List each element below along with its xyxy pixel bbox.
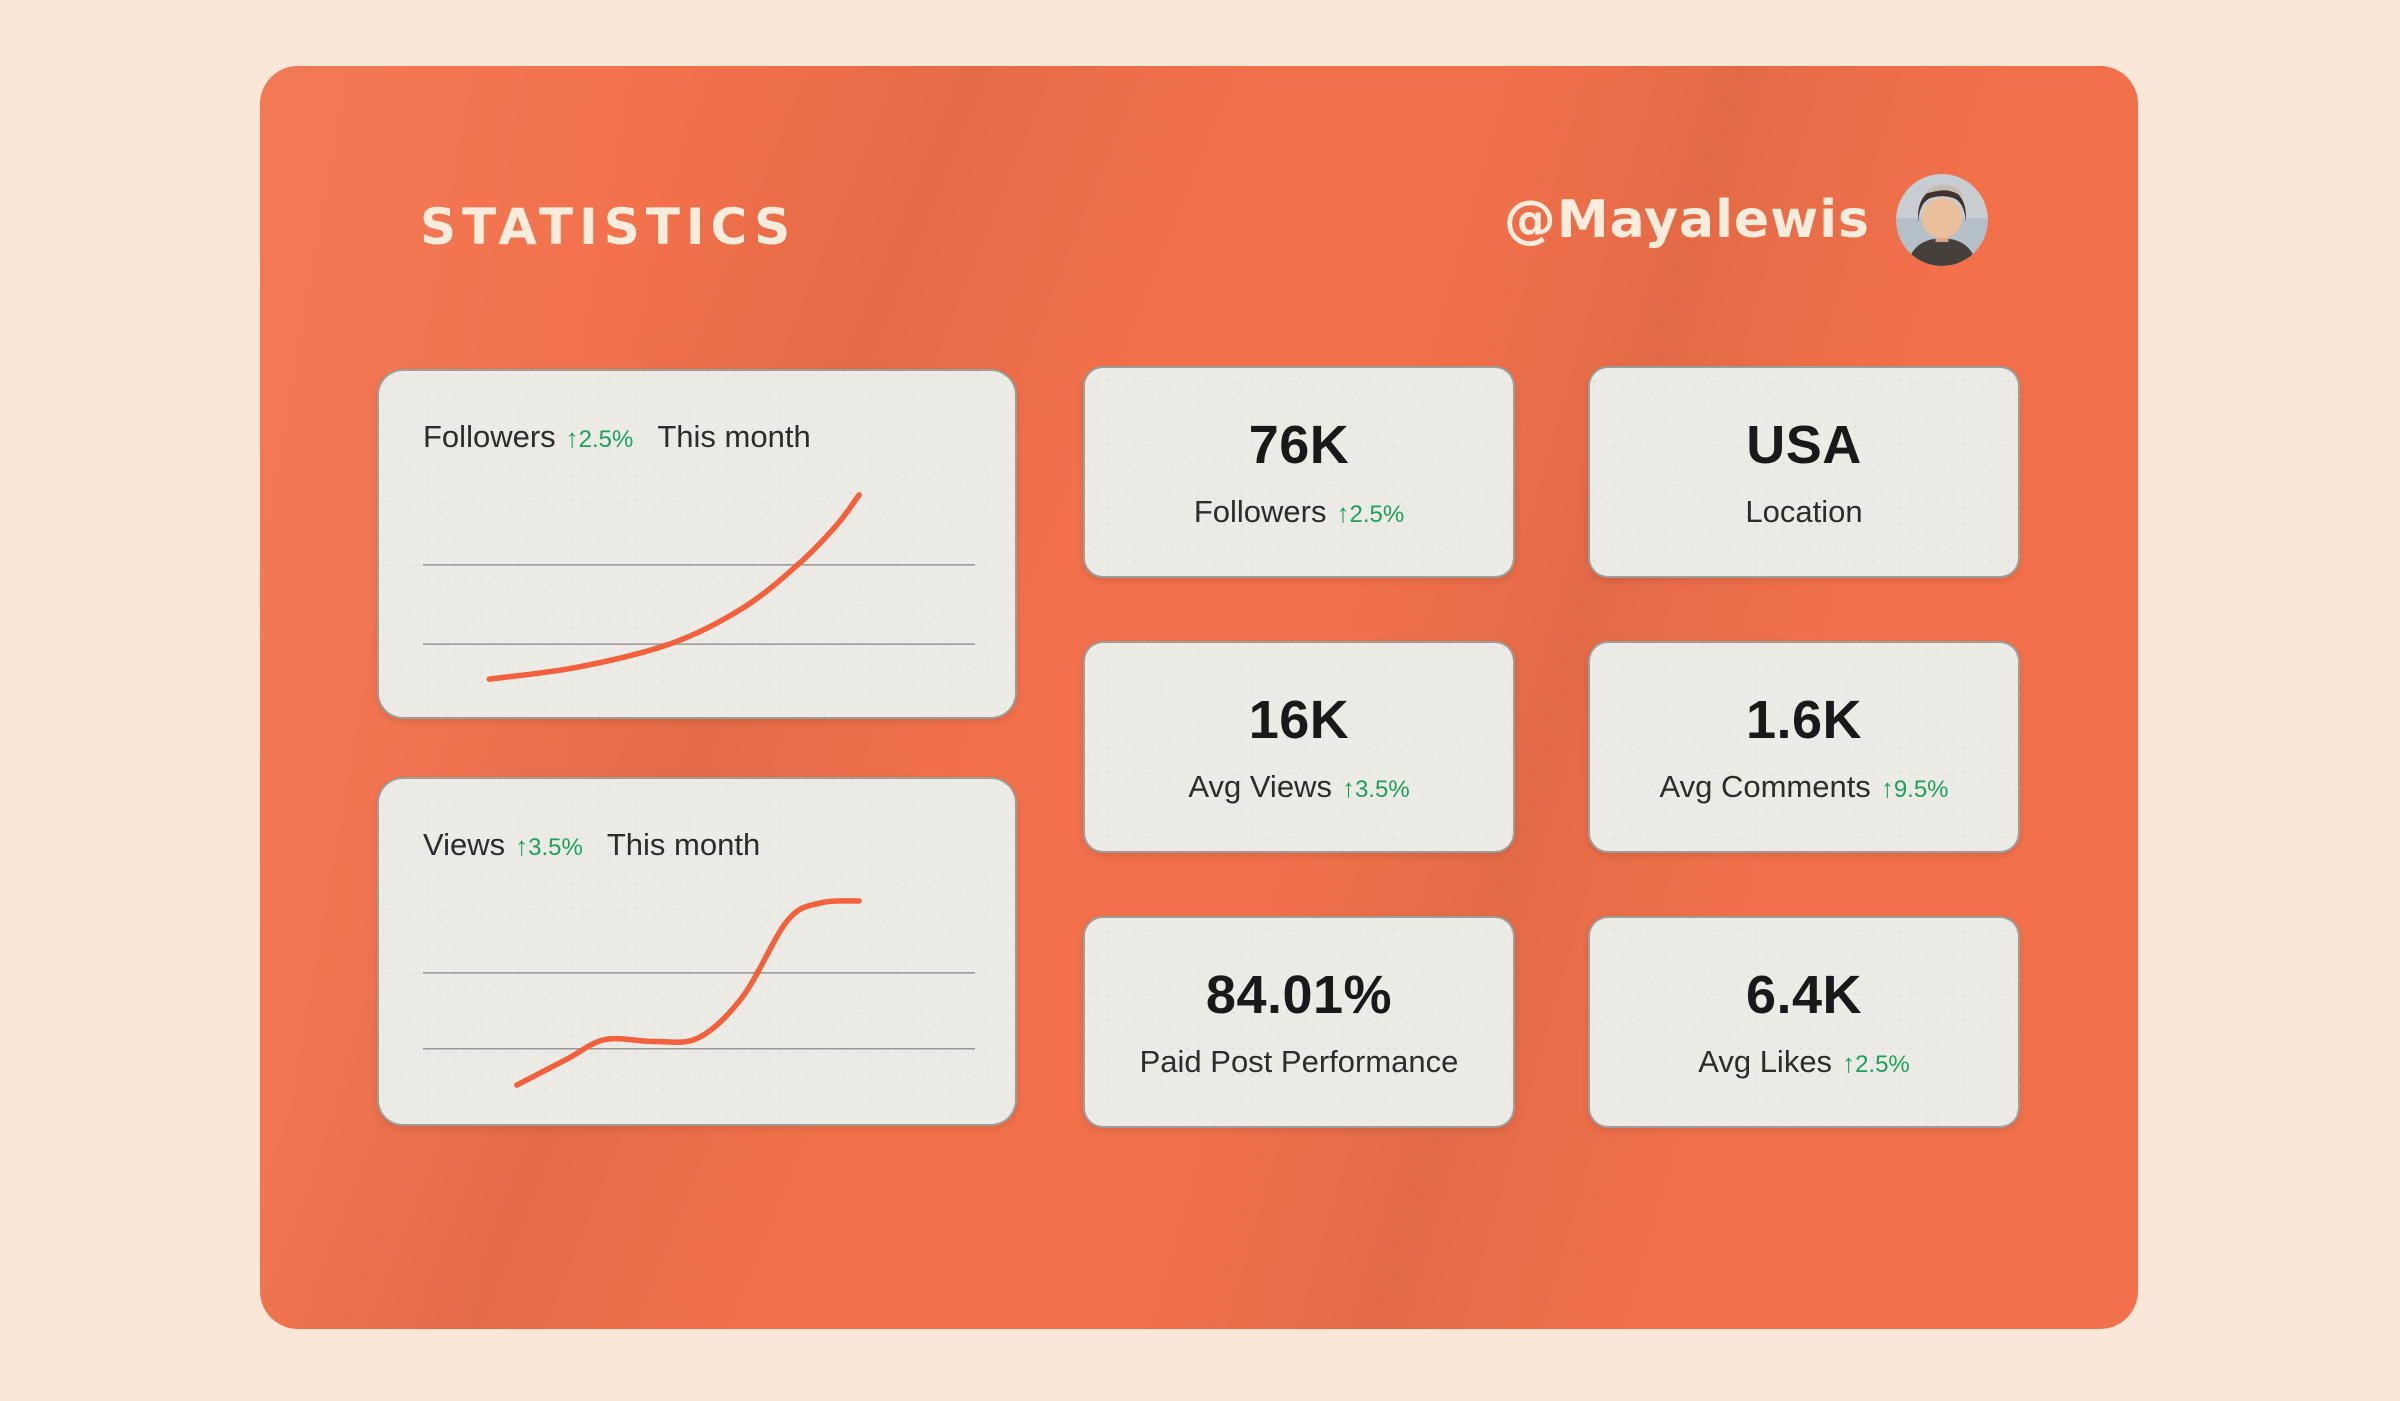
avatar-photo-icon [1896,174,1988,266]
up-arrow-icon: ↑ [1336,498,1350,528]
stat-label: Location [1745,494,1863,529]
chart-period: This month [606,827,761,862]
page-title: STATISTICS [420,198,797,256]
followers-chart-card: Followers ↑2.5% This month [377,369,1017,719]
chart-period: This month [657,419,811,454]
dashboard-panel: STATISTICS @Mayalewis Followers ↑2.5% [260,66,2138,1329]
stat-label: Followers [1193,494,1327,529]
stat-card-avg-comments: 1.6K Avg Comments ↑9.5% [1588,641,2020,853]
stat-delta-value: 2.5% [1349,501,1405,528]
stat-label: Avg Views [1188,769,1332,804]
stat-card-followers: 76K Followers ↑2.5% [1083,366,1515,578]
followers-line-chart [423,489,975,687]
stat-value: 1.6K [1745,690,1863,750]
stat-card-paid-post-performance: 84.01% Paid Post Performance [1083,916,1515,1128]
up-arrow-icon: ↑ [1842,1048,1856,1078]
chart-delta-value: 3.5% [528,834,583,861]
stat-value: 76K [1248,415,1350,475]
chart-header: Followers ↑2.5% This month [423,419,985,455]
chart-label: Followers [423,419,556,454]
stat-value: 16K [1248,690,1350,750]
user-handle: @Mayalewis [1503,190,1870,250]
avatar[interactable] [1896,174,1988,266]
stat-delta: ↑3.5% [1342,773,1410,804]
chart-line [517,901,859,1085]
stat-delta-value: 2.5% [1855,1051,1910,1078]
stat-label: Paid Post Performance [1139,1044,1459,1079]
stat-card-location: USA Location [1588,366,2020,578]
views-chart-card: Views ↑3.5% This month [377,777,1017,1126]
views-line-chart [423,897,975,1095]
up-arrow-icon: ↑ [1341,773,1355,803]
up-arrow-icon: ↑ [1880,773,1894,803]
chart-delta: ↑3.5% [515,831,583,862]
chart-delta-value: 2.5% [578,426,634,453]
stat-card-avg-likes: 6.4K Avg Likes ↑2.5% [1588,916,2020,1128]
stat-delta-value: 9.5% [1893,776,1949,803]
stat-value: 6.4K [1745,965,1863,1025]
chart-delta: ↑2.5% [566,423,634,454]
stats-grid: 76K Followers ↑2.5% USA Location 16K Avg… [1083,366,2020,1128]
stat-delta: ↑2.5% [1336,498,1404,529]
chart-label: Views [423,827,506,862]
stat-value: USA [1746,415,1862,475]
chart-header: Views ↑3.5% This month [423,827,985,863]
stat-delta: ↑9.5% [1881,773,1949,804]
chart-line [489,495,859,679]
stat-label: Avg Likes [1698,1044,1833,1079]
stat-delta-value: 3.5% [1354,776,1410,803]
stat-card-avg-views: 16K Avg Views ↑3.5% [1083,641,1515,853]
stat-label: Avg Comments [1659,769,1871,804]
stat-value: 84.01% [1205,965,1393,1025]
up-arrow-icon: ↑ [515,831,529,861]
stat-delta: ↑2.5% [1842,1048,1910,1079]
user-area: @Mayalewis [1504,174,1988,266]
up-arrow-icon: ↑ [565,423,579,453]
